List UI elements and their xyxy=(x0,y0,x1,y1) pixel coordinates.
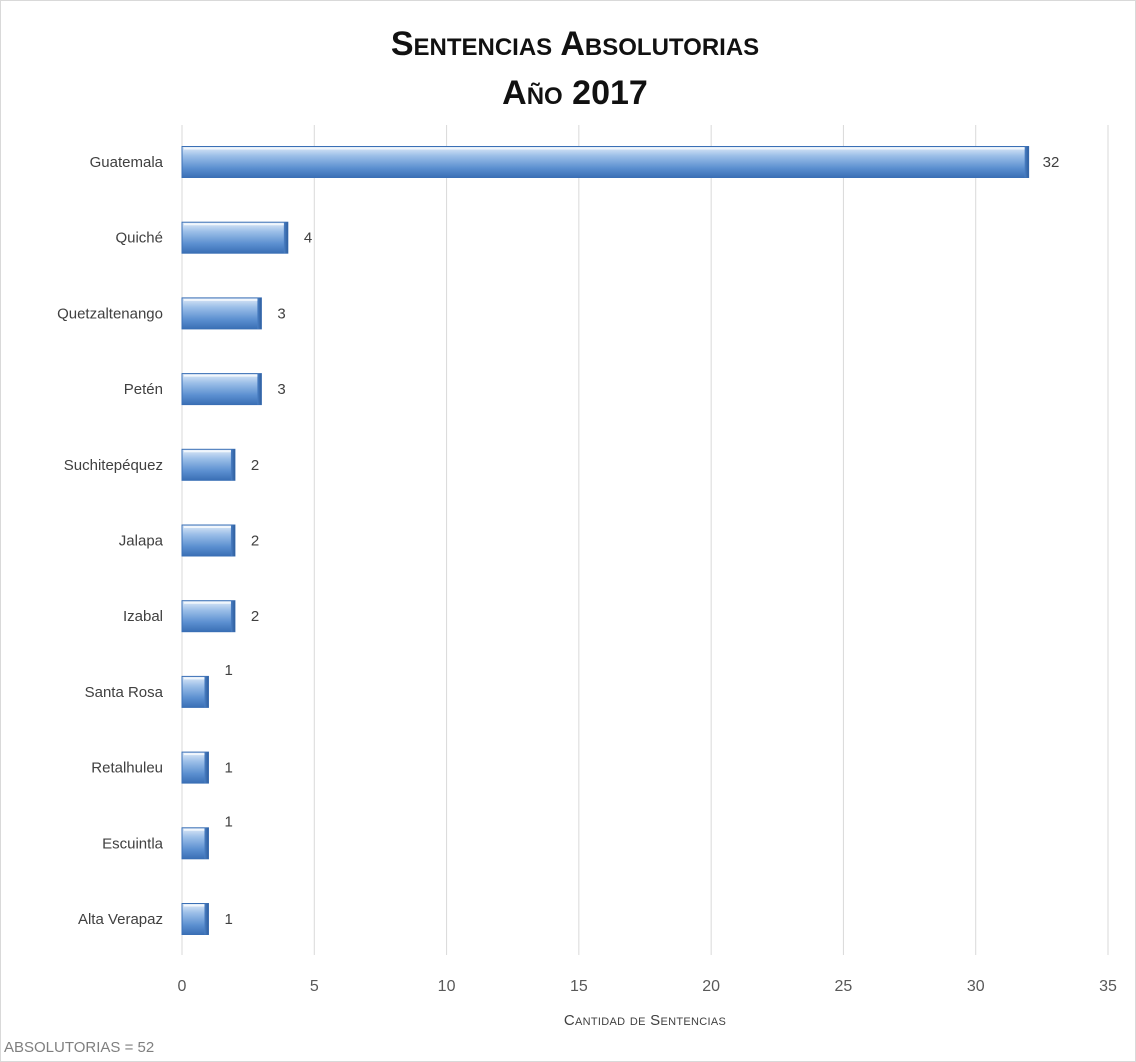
data-label: 1 xyxy=(224,760,232,777)
x-tick-label: 35 xyxy=(1099,978,1117,995)
x-tick-label: 20 xyxy=(702,978,720,995)
bar-end-cap xyxy=(283,222,288,254)
bar xyxy=(181,751,209,784)
bar-body xyxy=(181,675,209,708)
bar-end-cap xyxy=(257,297,262,329)
data-label: 3 xyxy=(277,381,285,398)
category-label: Guatemala xyxy=(90,154,164,171)
category-label: Suchitepéquez xyxy=(64,457,163,474)
category-label: Izabal xyxy=(123,608,163,625)
bar-end-cap xyxy=(204,827,209,859)
data-label: 2 xyxy=(251,533,259,550)
bar-end-cap xyxy=(230,525,235,556)
bar-end-cap xyxy=(230,600,235,632)
bar-end-cap xyxy=(204,752,209,784)
bar-body xyxy=(181,146,1030,178)
bar xyxy=(181,297,262,330)
category-label: Petén xyxy=(124,381,163,398)
x-axis-title: Cantidad de Sentencias xyxy=(563,1012,727,1029)
bar-body xyxy=(181,373,262,406)
category-label: Escuintla xyxy=(102,835,164,852)
bar xyxy=(181,448,236,481)
bar-end-cap xyxy=(204,676,209,708)
data-label: 32 xyxy=(1043,154,1060,171)
category-label: Jalapa xyxy=(119,533,164,550)
bar xyxy=(181,146,1030,178)
bar xyxy=(181,675,209,708)
category-label: Quetzaltenango xyxy=(57,305,163,322)
bar-body xyxy=(181,297,262,330)
bar xyxy=(181,903,209,935)
bar xyxy=(181,600,236,633)
bar-end-cap xyxy=(230,449,235,481)
bar-body xyxy=(181,221,289,254)
footer-note: ABSOLUTORIAS = 52 xyxy=(4,1039,155,1056)
category-label: Quiché xyxy=(115,230,163,247)
x-tick-label: 0 xyxy=(178,978,187,995)
category-label: Alta Verapaz xyxy=(78,911,163,928)
bar-body xyxy=(181,903,209,935)
chart-title-line-1: Sentencias Absolutorias xyxy=(390,25,760,63)
bar-body xyxy=(181,751,209,784)
data-label: 2 xyxy=(251,457,259,474)
x-tick-label: 30 xyxy=(967,978,985,995)
data-label: 1 xyxy=(224,662,232,679)
x-tick-label: 5 xyxy=(310,978,319,995)
chart-title-line-2: Año 2017 xyxy=(502,74,648,113)
x-tick-label: 25 xyxy=(835,978,853,995)
data-label: 1 xyxy=(224,813,232,830)
category-label: Santa Rosa xyxy=(85,684,164,701)
bar-end-cap xyxy=(1024,146,1029,178)
data-label: 2 xyxy=(251,608,259,625)
bar xyxy=(181,827,209,860)
bar xyxy=(181,373,262,406)
x-tick-label: 15 xyxy=(570,978,588,995)
x-tick-label: 10 xyxy=(438,978,456,995)
data-label: 1 xyxy=(224,911,232,928)
bar-body xyxy=(181,600,236,633)
chart-title: Sentencias Absolutorias Año 2017 xyxy=(0,20,1136,119)
bar-body xyxy=(181,524,236,557)
bar xyxy=(181,221,289,254)
bar-body xyxy=(181,448,236,481)
bar xyxy=(181,524,236,557)
data-label: 4 xyxy=(304,230,312,247)
data-label: 3 xyxy=(277,305,285,322)
category-label: Retalhuleu xyxy=(91,760,163,777)
bar-end-cap xyxy=(257,373,262,405)
bar-end-cap xyxy=(204,903,209,935)
